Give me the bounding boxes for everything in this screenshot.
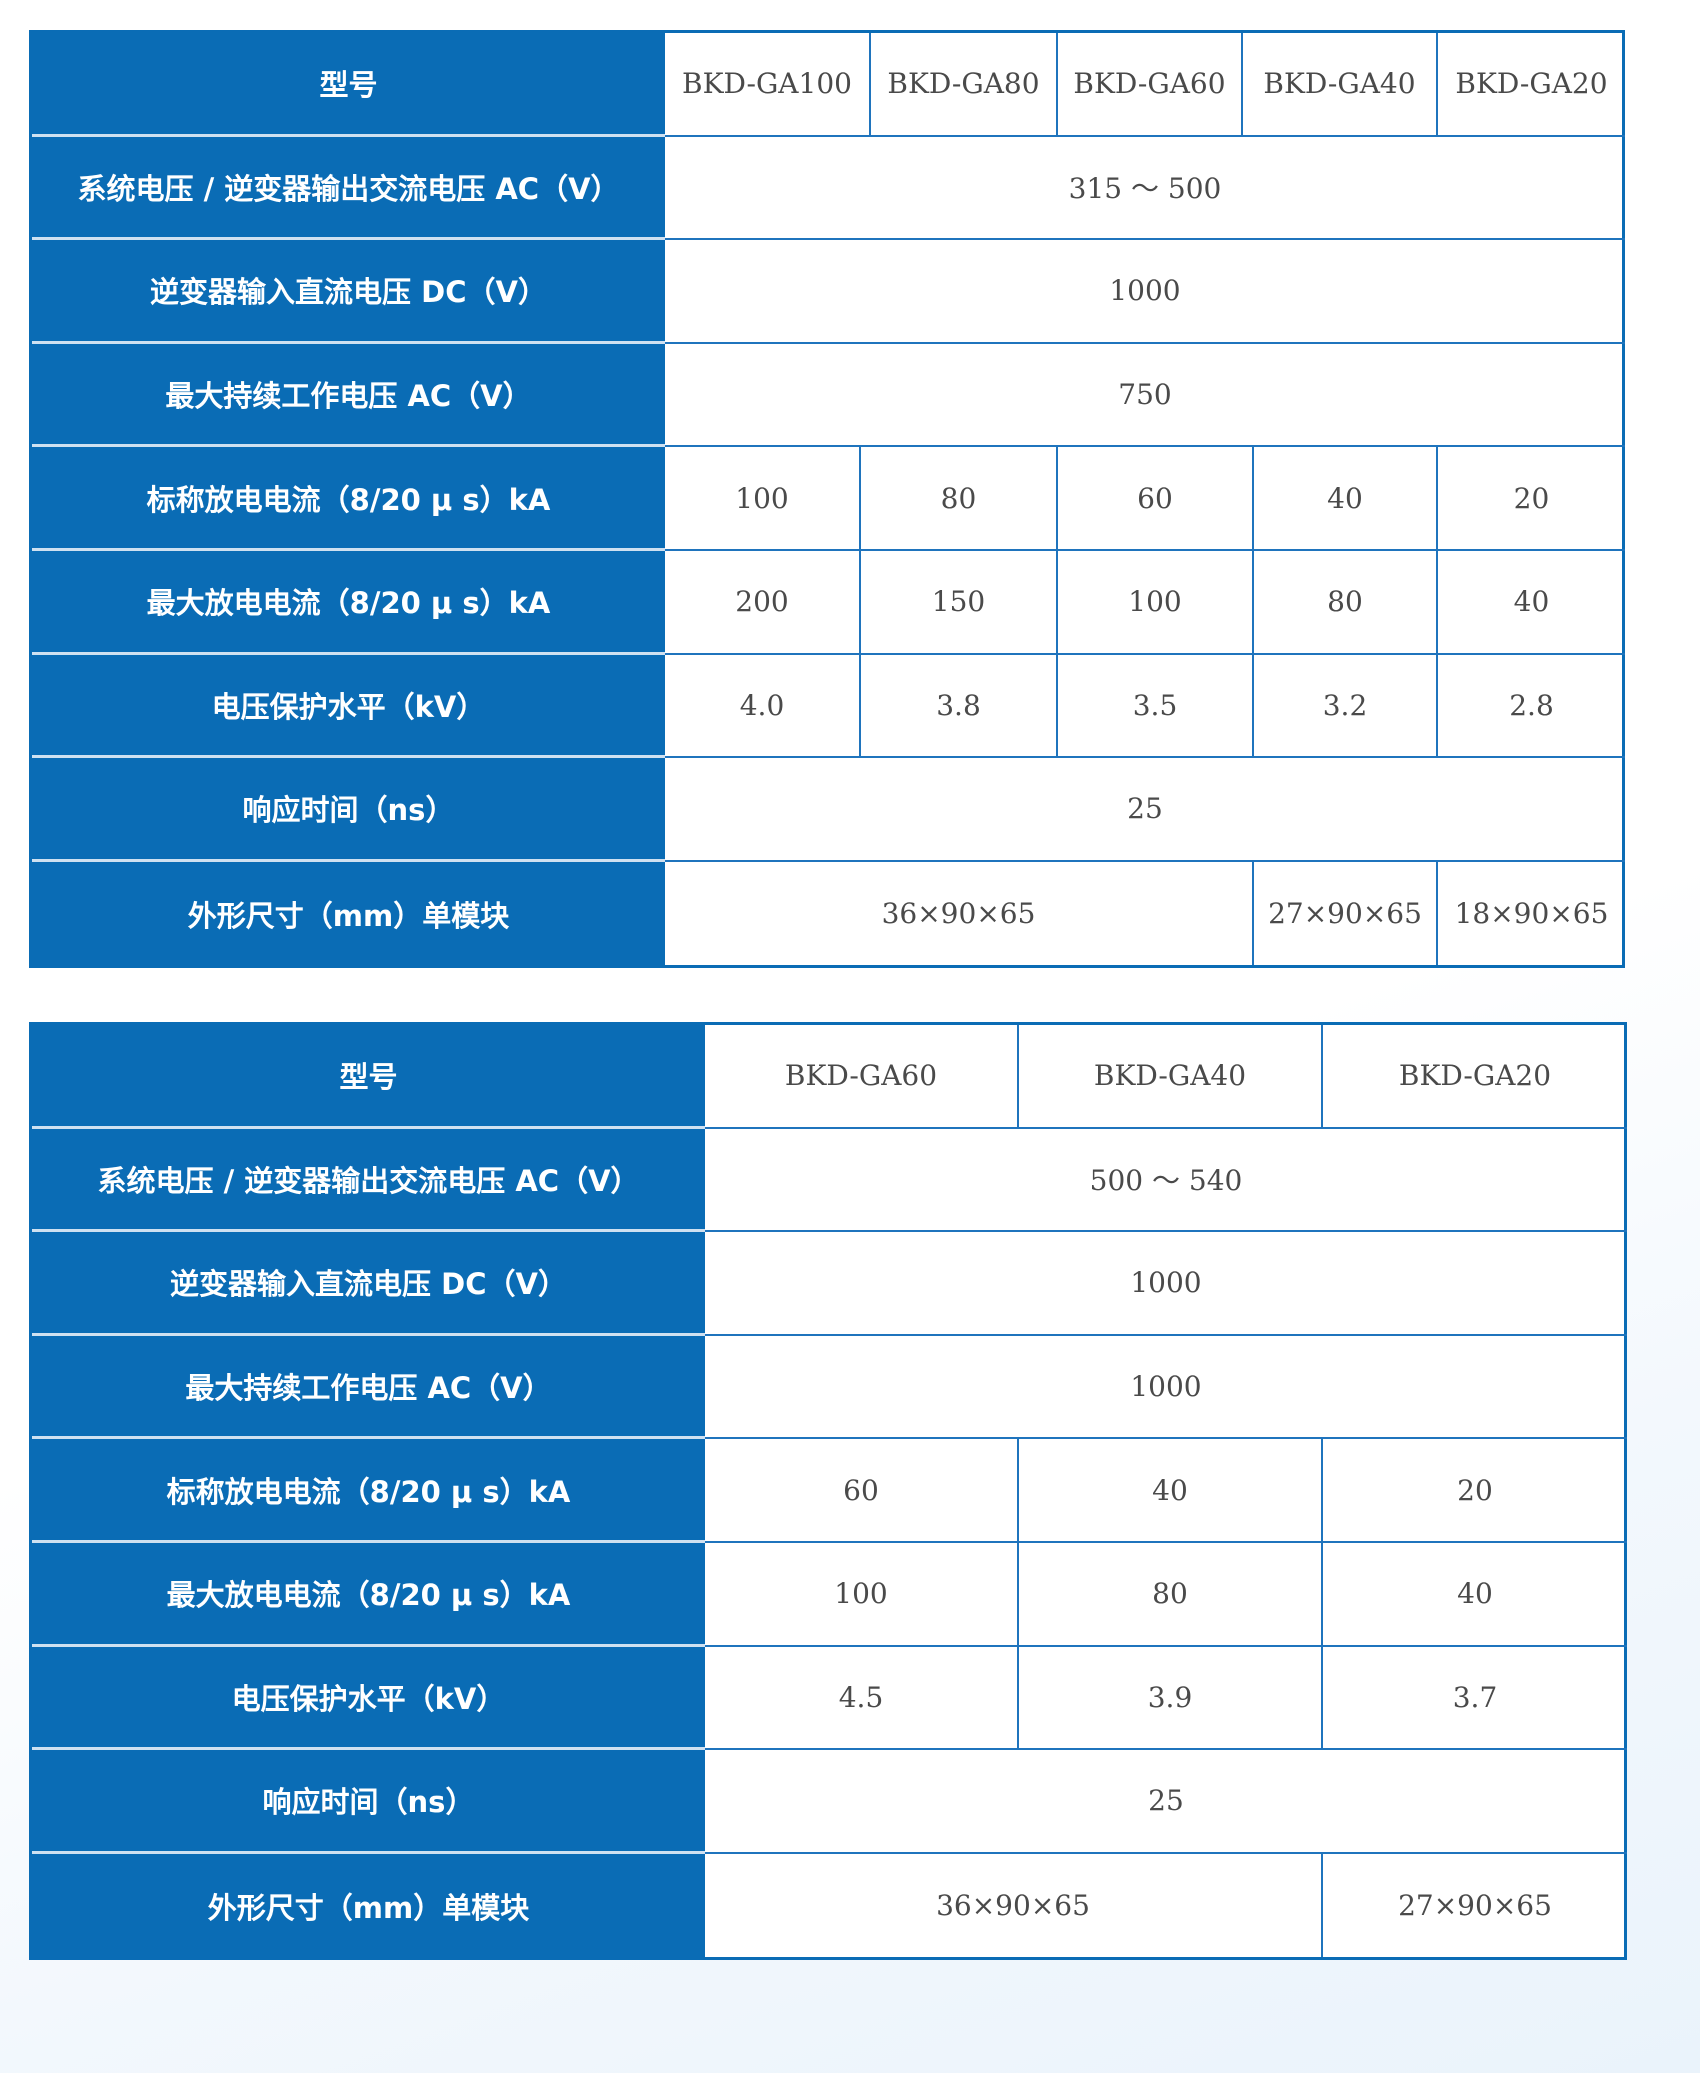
value-cell: 60 bbox=[1056, 447, 1252, 551]
value-cell: 315 ～ 500 bbox=[665, 137, 1625, 241]
value-cell: 4.5 bbox=[705, 1647, 1017, 1751]
value-cell: BKD-GA40 bbox=[1017, 1025, 1321, 1129]
value-cell: 36×90×65 bbox=[936, 1889, 1090, 1923]
value-cell: 100 bbox=[705, 1543, 1017, 1647]
value-cell: 36×90×65 bbox=[881, 897, 1036, 931]
row-label: 最大持续工作电压 AC（V） bbox=[32, 1335, 705, 1440]
value-cell: BKD-GA20 bbox=[1321, 1025, 1627, 1129]
value-cell: 4.0 bbox=[665, 655, 859, 759]
value-cell: BKD-GA60 bbox=[1056, 33, 1241, 137]
value-cell: 80 bbox=[1252, 551, 1436, 655]
value-cell: 100 bbox=[665, 447, 859, 551]
value-cell: 500 ～ 540 bbox=[705, 1129, 1627, 1233]
value-cell: 27×90×65 bbox=[1321, 1853, 1627, 1958]
row-label: 标称放电电流（8/20 μ s）kA bbox=[32, 1439, 705, 1543]
value-cell: 18×90×65 bbox=[1436, 861, 1625, 966]
table-row: 系统电压 / 逆变器输出交流电压 AC（V） 500 ～ 540 bbox=[32, 1128, 1627, 1233]
row-label: 型号 bbox=[32, 33, 665, 137]
row-label: 标称放电电流（8/20 μ s）kA bbox=[32, 447, 665, 551]
value-cell: 3.9 bbox=[1017, 1646, 1321, 1751]
spec-table-1: 型号 BKD-GA100 BKD-GA80 BKD-GA60 BKD-GA40 BKD-G… bbox=[29, 30, 1625, 969]
value-cell: 3.8 bbox=[859, 654, 1056, 759]
row-label: 逆变器输入直流电压 DC（V） bbox=[32, 240, 665, 344]
table-row: 电压保护水平（kV） 4.5 3.9 3.7 bbox=[32, 1646, 1627, 1751]
value-cell: 40 bbox=[1436, 551, 1625, 655]
value-cell: 100 bbox=[1056, 551, 1252, 655]
spec-table-2: 型号 BKD-GA60 BKD-GA40 BKD-GA20 系统电压 / 逆变器输出交流… bbox=[29, 1022, 1627, 1961]
value-cell: 20 bbox=[1436, 447, 1625, 551]
value-cell: 3.5 bbox=[1056, 654, 1252, 759]
table-row: 系统电压 / 逆变器输出交流电压 AC（V） 315 ～ 500 bbox=[32, 136, 1625, 241]
table-row: 外形尺寸（mm）单模块 36×90×65 27×90×65 bbox=[32, 1853, 1627, 1958]
row-label: 逆变器输入直流电压 DC（V） bbox=[32, 1232, 705, 1336]
value-cell: 60 bbox=[705, 1439, 1017, 1543]
row-label: 最大放电电流（8/20 μ s）kA bbox=[32, 551, 665, 655]
table-row: 标称放电电流（8/20 μ s）kA 60 40 20 bbox=[32, 1439, 1627, 1543]
row-label: 最大放电电流（8/20 μ s）kA bbox=[32, 1543, 705, 1647]
value-cell: BKD-GA60 bbox=[705, 1025, 1017, 1129]
table-row: 响应时间（ns） 25 bbox=[32, 758, 1625, 862]
value-cell: 27×90×65 bbox=[1252, 861, 1436, 966]
value-cell: 20 bbox=[1321, 1439, 1627, 1543]
value-cell: 3.7 bbox=[1321, 1646, 1627, 1751]
table-row: 型号 BKD-GA60 BKD-GA40 BKD-GA20 bbox=[32, 1025, 1627, 1129]
value-cell: 1000 bbox=[665, 240, 1625, 344]
table-row: 逆变器输入直流电压 DC（V） 1000 bbox=[32, 1232, 1627, 1336]
value-cell: 150 bbox=[859, 551, 1056, 655]
value-cell: 1000 bbox=[705, 1336, 1627, 1440]
table-row: 最大放电电流（8/20 μ s）kA 200 150 100 80 40 bbox=[32, 551, 1625, 655]
table-row: 电压保护水平（kV） 4.0 3.8 3.5 3.2 2.8 bbox=[32, 654, 1625, 759]
value-cell: BKD-GA80 bbox=[869, 33, 1056, 137]
value-cell: 25 bbox=[665, 758, 1625, 862]
value-cell: 40 bbox=[1252, 447, 1436, 551]
table-row: 最大持续工作电压 AC（V） 750 bbox=[32, 343, 1625, 448]
value-cell: 1000 bbox=[705, 1232, 1627, 1336]
value-cell: 750 bbox=[665, 344, 1625, 448]
row-label: 系统电压 / 逆变器输出交流电压 AC（V） bbox=[32, 1128, 705, 1233]
value-cell: 40 bbox=[1321, 1543, 1627, 1647]
row-label: 电压保护水平（kV） bbox=[32, 1646, 705, 1751]
table-row: 响应时间（ns） 25 bbox=[32, 1750, 1627, 1854]
row-label: 电压保护水平（kV） bbox=[32, 654, 665, 759]
row-label: 型号 bbox=[32, 1025, 705, 1129]
value-cell: 25 bbox=[705, 1750, 1627, 1854]
row-label: 外形尺寸（mm）单模块 bbox=[32, 861, 665, 966]
value-cell: BKD-GA40 bbox=[1241, 33, 1436, 137]
table-row: 最大放电电流（8/20 μ s）kA 100 80 40 bbox=[32, 1543, 1627, 1647]
value-cell: 80 bbox=[859, 447, 1056, 551]
value-cell: 2.8 bbox=[1436, 654, 1625, 759]
table-row: 最大持续工作电压 AC（V） 1000 bbox=[32, 1335, 1627, 1440]
row-label: 系统电压 / 逆变器输出交流电压 AC（V） bbox=[32, 136, 665, 241]
value-cell: 200 bbox=[665, 551, 859, 655]
value-cell: 80 bbox=[1017, 1543, 1321, 1647]
row-label: 响应时间（ns） bbox=[32, 758, 665, 862]
row-label: 外形尺寸（mm）单模块 bbox=[32, 1853, 705, 1958]
row-label: 响应时间（ns） bbox=[32, 1750, 705, 1854]
table-row: 型号 BKD-GA100 BKD-GA80 BKD-GA60 BKD-GA40 BKD-G… bbox=[32, 33, 1625, 137]
value-cell: 40 bbox=[1017, 1439, 1321, 1543]
value-cell: BKD-GA100 bbox=[665, 33, 869, 137]
table-row: 外形尺寸（mm）单模块 36×90×65 27×90×65 18×90×65 bbox=[32, 861, 1625, 966]
table-row: 标称放电电流（8/20 μ s）kA 100 80 60 40 20 bbox=[32, 447, 1625, 551]
row-label: 最大持续工作电压 AC（V） bbox=[32, 343, 665, 448]
value-cell: BKD-GA20 bbox=[1436, 33, 1625, 137]
table-row: 逆变器输入直流电压 DC（V） 1000 bbox=[32, 240, 1625, 344]
value-cell: 3.2 bbox=[1252, 654, 1436, 759]
